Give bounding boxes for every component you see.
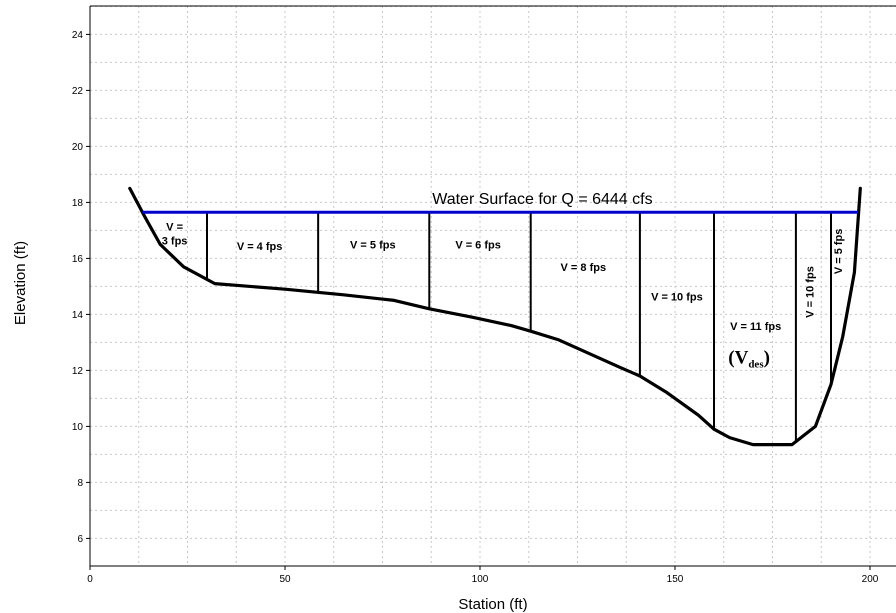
velocity-label-line: V = 5 fps bbox=[833, 229, 845, 275]
y-tick-label: 20 bbox=[72, 142, 84, 153]
velocity-label: V = 11 fps bbox=[730, 321, 781, 333]
design-velocity-open-paren: ( bbox=[728, 347, 734, 368]
design-velocity-subscript: des bbox=[748, 358, 764, 370]
velocity-label-line: V = bbox=[166, 221, 183, 233]
velocity-label-line: V = 11 fps bbox=[730, 321, 781, 333]
grid bbox=[90, 5, 896, 566]
velocity-label-line: V = 8 fps bbox=[561, 262, 607, 274]
velocity-label-line: V = 10 fps bbox=[804, 266, 816, 318]
y-tick-label: 16 bbox=[72, 254, 84, 265]
velocity-labels: V = 3 fps V = 4 fps V = 5 fps V = 6 fps V = 8… bbox=[162, 221, 845, 332]
x-axis-title: Station (ft) bbox=[458, 596, 527, 613]
y-tick-label: 14 bbox=[72, 310, 84, 321]
velocity-label-line: V = 4 fps bbox=[237, 241, 283, 253]
y-tick-label: 22 bbox=[72, 86, 84, 97]
velocity-label: V = 10 fps bbox=[651, 291, 703, 303]
y-tick-label: 12 bbox=[72, 366, 84, 377]
x-tick-label: 100 bbox=[472, 574, 489, 585]
velocity-label: V = 5 fps bbox=[350, 240, 396, 252]
design-velocity-symbol: V bbox=[735, 347, 749, 368]
y-tick-label: 6 bbox=[77, 534, 83, 545]
y-axis-title: Elevation (ft) bbox=[12, 241, 29, 325]
x-tick-label: 0 bbox=[87, 574, 93, 585]
tick-labels: 0 50 100 150 200 6 8 10 12 14 16 18 20 22 24 bbox=[72, 30, 879, 585]
velocity-label: V = 8 fps bbox=[561, 262, 607, 274]
y-tick-label: 8 bbox=[77, 478, 83, 489]
ground-profile-line bbox=[128, 186, 862, 447]
series-group bbox=[128, 186, 862, 447]
velocity-label: V = 10 fps bbox=[804, 266, 816, 318]
x-tick-label: 50 bbox=[279, 574, 291, 585]
y-tick-label: 18 bbox=[72, 198, 84, 209]
x-tick-label: 200 bbox=[862, 574, 879, 585]
y-tick-label: 24 bbox=[72, 30, 84, 41]
velocity-label-line: V = 5 fps bbox=[350, 240, 396, 252]
velocity-label: V = 6 fps bbox=[455, 240, 501, 252]
design-velocity-close-paren: ) bbox=[764, 347, 770, 368]
velocity-label-line: V = 6 fps bbox=[455, 240, 501, 252]
velocity-label: V = 5 fps bbox=[833, 229, 845, 275]
x-tick-label: 150 bbox=[667, 574, 684, 585]
velocity-label: V = 4 fps bbox=[237, 241, 283, 253]
velocity-label: V = 3 fps bbox=[162, 221, 188, 247]
subdivision-lines bbox=[206, 212, 832, 442]
design-velocity-label: (Vdes) bbox=[728, 347, 770, 370]
velocity-label-line: 3 fps bbox=[162, 235, 188, 247]
y-tick-label: 10 bbox=[72, 422, 84, 433]
velocity-label-line: V = 10 fps bbox=[651, 291, 703, 303]
water-surface-label: Water Surface for Q = 6444 cfs bbox=[432, 191, 652, 208]
